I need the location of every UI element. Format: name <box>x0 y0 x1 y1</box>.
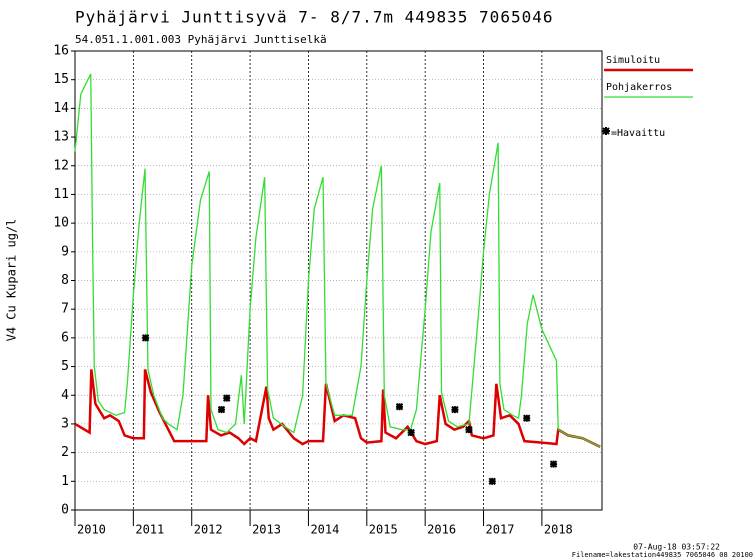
y-tick-label: 4 <box>61 388 69 403</box>
y-tick-label: 10 <box>53 216 69 231</box>
observation-marker <box>465 425 473 434</box>
footer-filename: Filename=lakestation449835 7065046 08 20… <box>572 551 753 559</box>
chart-subtitle: 54.051.1.001.003 Pyhäjärvi Junttiselkä <box>75 33 327 46</box>
observation-marker <box>549 460 558 468</box>
observation-marker <box>523 414 531 422</box>
legend-marker <box>602 127 610 135</box>
observation-marker <box>223 394 231 402</box>
y-tick-label: 6 <box>61 330 69 345</box>
x-tick-label: 2012 <box>194 523 223 537</box>
y-tick-label: 11 <box>53 187 69 202</box>
x-tick-label: 2014 <box>310 523 339 537</box>
x-tick-label: 2013 <box>252 523 281 537</box>
legend-label: Simuloitu <box>606 55 660 66</box>
y-tick-label: 16 <box>53 44 69 59</box>
x-tick-label: 2011 <box>135 523 164 537</box>
y-tick-label: 7 <box>61 302 69 317</box>
y-tick-label: 12 <box>53 158 69 173</box>
observation-marker <box>141 334 150 342</box>
footer-date: 07-Aug-18 03:57:22 <box>633 543 720 552</box>
y-tick-label: 13 <box>53 130 69 145</box>
observation-marker <box>407 428 415 437</box>
observation-marker <box>451 405 459 414</box>
chart-title: Pyhäjärvi Junttisyvä 7- 8/7.7m 449835 70… <box>75 8 553 27</box>
y-tick-label: 8 <box>61 273 69 288</box>
x-tick-label: 2018 <box>544 523 573 537</box>
series-line <box>74 369 601 449</box>
x-tick-label: 2017 <box>486 523 515 537</box>
legend-label: =Havaittu <box>611 128 665 139</box>
legend-label: Pohjakerros <box>606 82 672 93</box>
observation-marker <box>217 405 226 414</box>
y-tick-label: 1 <box>61 474 69 489</box>
y-tick-label: 5 <box>61 359 69 374</box>
observation-marker <box>488 477 496 486</box>
y-tick-label: 15 <box>53 72 69 87</box>
y-tick-label: 9 <box>61 244 69 259</box>
y-axis-label: V4 Cu Kupari ug/l <box>5 219 19 342</box>
x-tick-label: 2016 <box>427 523 456 537</box>
y-tick-label: 2 <box>61 445 69 460</box>
y-tick-label: 14 <box>53 101 69 116</box>
x-tick-label: 2010 <box>77 523 106 537</box>
observation-marker <box>395 403 404 411</box>
x-tick-label: 2015 <box>369 523 398 537</box>
plot-frame <box>74 50 603 511</box>
y-tick-label: 0 <box>61 503 69 518</box>
y-tick-label: 3 <box>61 416 69 431</box>
series-line <box>74 73 601 448</box>
